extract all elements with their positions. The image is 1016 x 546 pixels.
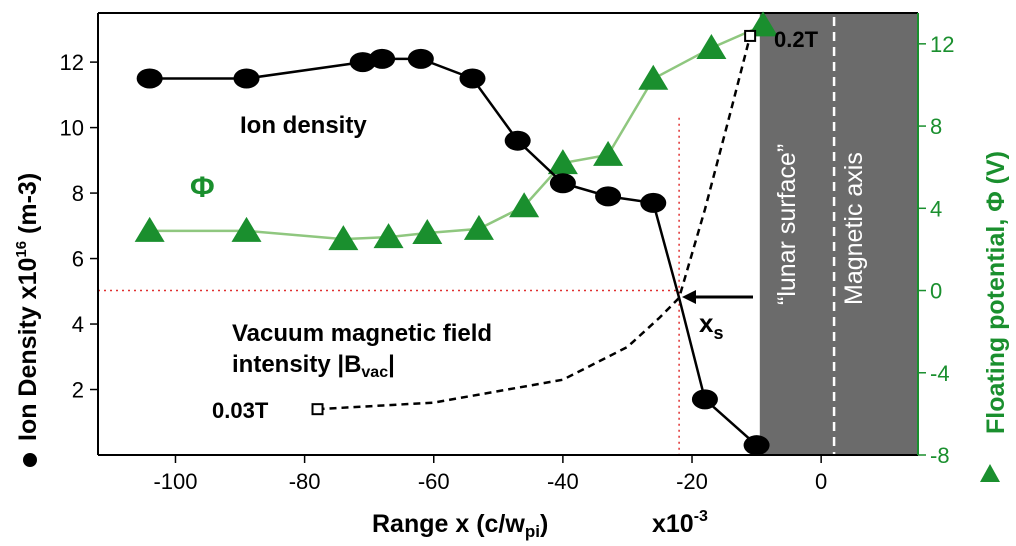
phi-point [412, 218, 443, 244]
y-left-tick-label: 10 [60, 116, 84, 141]
x-tick-label: -20 [676, 469, 708, 494]
xs-label: xs [699, 308, 723, 343]
ion-density-point [407, 48, 434, 69]
x-scale-note: x10-3 [652, 508, 708, 538]
phi-point [547, 149, 578, 175]
y-right-tick-label: 0 [930, 279, 942, 304]
ion-density-point [640, 192, 667, 213]
ion-density-point [504, 130, 531, 151]
lunar-surface-label: “lunar surface” [773, 144, 801, 305]
phi-point [696, 33, 727, 59]
bvac-label-line2: intensity |Bvac| [232, 351, 395, 381]
ion-density-point [136, 68, 163, 89]
y-right-tick-label: 4 [930, 196, 942, 221]
b-low-label: 0.03T [212, 398, 269, 423]
ion-density-point [743, 435, 770, 456]
bvac-line [317, 35, 752, 411]
ion-density-point [549, 173, 576, 194]
phi-point [509, 192, 540, 218]
ion-density-series [136, 48, 770, 456]
y-right-tick-label: 8 [930, 114, 942, 139]
y-right-title: Floating potential, Φ (V) [982, 151, 1010, 434]
axes [97, 12, 919, 456]
x-axis-title: Range x (c/wpi) [372, 510, 548, 541]
y-left-tick-label: 2 [72, 378, 84, 403]
x-tick-label: -40 [547, 469, 579, 494]
y-left-title: Ion Density x1016 (m-3) [13, 173, 42, 467]
xs-arrow [682, 290, 753, 304]
x-tick-label: -60 [418, 469, 450, 494]
lunar-surface-region [759, 13, 918, 455]
bvac-label-line1: Vacuum magnetic field [232, 320, 492, 347]
ion-density-label: Ion density [240, 112, 367, 139]
phi-point [373, 223, 404, 249]
y-left-tick-label: 12 [60, 50, 84, 75]
bvac-point [744, 29, 757, 42]
x-tick-label: -80 [289, 469, 321, 494]
x-tick-label: 0 [815, 469, 827, 494]
b-high-label: 0.2T [774, 27, 819, 52]
phi-line [149, 24, 764, 241]
y-left-tick-label: 6 [72, 247, 84, 272]
phi-point [328, 225, 359, 251]
svg-text:Floating potential, Φ (V): Floating potential, Φ (V) [982, 151, 1010, 434]
ion-density-point [369, 48, 396, 69]
ion-density-point [233, 68, 260, 89]
ion-density-point [459, 68, 486, 89]
phi-label: Φ [190, 171, 215, 204]
x-tick-label: -100 [153, 469, 197, 494]
phi-point [134, 216, 165, 242]
y-right-title-marker [980, 464, 1000, 482]
phi-point [638, 64, 669, 90]
bvac-series [311, 29, 757, 416]
phi-point [593, 140, 624, 166]
svg-text:Ion Density x1016 (m-3): Ion Density x1016 (m-3) [13, 173, 42, 441]
bvac-point [311, 403, 324, 416]
phi-series [134, 11, 779, 251]
phi-point [463, 214, 494, 240]
magnetic-axis-label: Magnetic axis [840, 152, 868, 305]
y-right-tick-label: 12 [930, 32, 954, 57]
y-right-tick-label: -8 [930, 443, 950, 468]
y-left-tick-label: 8 [72, 181, 84, 206]
phi-point [231, 216, 262, 242]
ion-density-point [349, 52, 376, 73]
ion-density-point [595, 186, 622, 207]
y-right-tick-label: -4 [930, 361, 950, 386]
y-left-tick-label: 4 [72, 312, 84, 337]
ion-density-point [691, 389, 718, 410]
